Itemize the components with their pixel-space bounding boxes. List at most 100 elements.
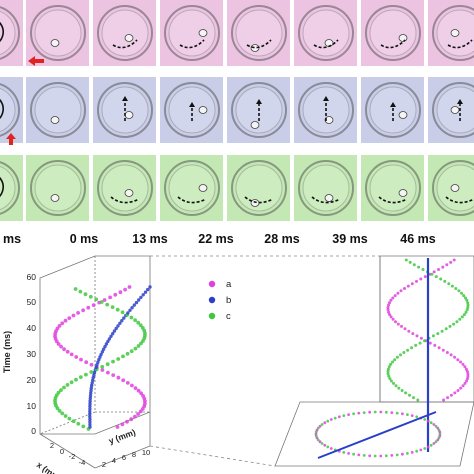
trajectory-point <box>62 347 66 352</box>
trajectory-point <box>412 263 416 267</box>
trajectory-point <box>429 421 433 425</box>
trajectory-point <box>347 413 350 416</box>
trajectory-point <box>141 394 146 398</box>
trajectory-point <box>123 287 127 292</box>
trajectory-point <box>88 407 92 411</box>
trajectory-point <box>466 377 469 381</box>
trajectory-point <box>126 311 130 315</box>
trajectory-point <box>137 298 141 302</box>
trajectory-point <box>390 454 394 457</box>
droplet-dish <box>0 161 20 215</box>
trajectory-point <box>440 329 444 333</box>
trajectory-point <box>97 357 101 362</box>
trajectory-point <box>74 355 79 359</box>
trajectory-point <box>449 260 453 264</box>
trajectory-point <box>439 277 443 281</box>
trajectory-point <box>362 411 366 414</box>
z-tick: 60 <box>27 272 37 282</box>
trajectory-point <box>98 355 102 359</box>
trajectory-point <box>415 449 419 453</box>
trajectory-point <box>69 380 74 385</box>
trajectory-point <box>419 448 423 452</box>
trajectory-point <box>421 268 425 271</box>
trajectory-point <box>67 316 72 320</box>
video-frame <box>0 155 25 221</box>
trajectory-point <box>114 326 118 331</box>
trajectory-point <box>92 370 97 375</box>
video-frame <box>428 0 474 66</box>
trajectory-point <box>109 334 113 338</box>
trajectory-point <box>357 453 361 457</box>
trajectory-point <box>65 349 70 354</box>
droplet-dish <box>0 6 20 60</box>
trajectory-point <box>437 268 440 271</box>
trajectory-point <box>460 291 463 295</box>
trajectory-point <box>397 386 401 390</box>
trajectory-point <box>78 375 83 379</box>
trajectory-point <box>432 442 436 445</box>
droplet-dish <box>298 5 354 61</box>
trajectory-point <box>410 451 414 454</box>
video-frame <box>428 155 474 221</box>
trajectory-point <box>386 367 390 371</box>
trajectory-point <box>396 322 400 326</box>
droplet-dish <box>164 160 220 216</box>
trajectory-point <box>143 333 147 338</box>
trajectory-point <box>391 360 394 364</box>
trajectory-point <box>139 295 143 300</box>
trajectory-point <box>90 383 94 388</box>
trajectory-point <box>352 452 355 456</box>
red-arrow-icon <box>28 56 44 66</box>
trajectory-point <box>89 362 94 367</box>
time-label: 22 ms <box>198 232 234 246</box>
trajectory-point <box>88 399 92 403</box>
trajectory-point <box>130 383 134 388</box>
y-tick: 4 <box>112 456 116 465</box>
trajectory-point <box>84 372 88 377</box>
trajectory-point <box>368 410 372 414</box>
trajectory-point <box>113 292 118 297</box>
trajectory-point <box>130 306 134 310</box>
trajectory-point <box>455 320 459 324</box>
trajectory-point <box>333 416 337 420</box>
trajectory-point <box>410 346 414 350</box>
trajectory-point <box>133 346 138 351</box>
time-label: 13 ms <box>132 232 168 246</box>
trajectory-point <box>320 442 324 445</box>
trajectory-point <box>79 357 83 362</box>
trajectory-point <box>105 362 110 367</box>
trajectory-point <box>106 339 110 344</box>
trajectory-point <box>120 310 125 315</box>
trajectory-point <box>452 258 456 262</box>
legend-label-b: b <box>226 295 231 306</box>
legend-marker-b <box>208 296 216 304</box>
trajectory-point <box>387 365 391 369</box>
trajectory-point <box>416 398 420 402</box>
trajectory-point <box>67 416 72 421</box>
trajectory-point <box>89 391 93 395</box>
droplet-dish <box>164 5 220 61</box>
timeline: ms 0 ms 13 ms 22 ms 28 ms 39 ms 46 ms <box>0 230 474 252</box>
trajectory-point <box>115 307 120 312</box>
trajectory-point <box>423 447 427 450</box>
trajectory-point <box>389 298 393 302</box>
droplet-dish <box>97 82 153 138</box>
x-tick: 0 <box>60 447 64 456</box>
trajectory-point <box>102 298 107 302</box>
z-tick: 30 <box>27 349 37 359</box>
trajectory-point <box>94 297 99 302</box>
trajectory-point <box>56 390 61 395</box>
video-frame <box>227 0 292 66</box>
trajectory-point <box>111 359 115 364</box>
trajectory-point <box>125 351 130 356</box>
time-label: 28 ms <box>264 232 300 246</box>
legend: a b c <box>208 279 232 322</box>
droplet-dish <box>164 82 220 138</box>
trajectory-point <box>401 452 404 456</box>
video-frame <box>294 0 359 66</box>
trajectory-point <box>121 354 125 359</box>
trajectory-point <box>441 348 445 352</box>
droplet-dish <box>30 160 86 216</box>
trajectory-point <box>458 317 462 321</box>
trajectory-point <box>387 303 390 307</box>
